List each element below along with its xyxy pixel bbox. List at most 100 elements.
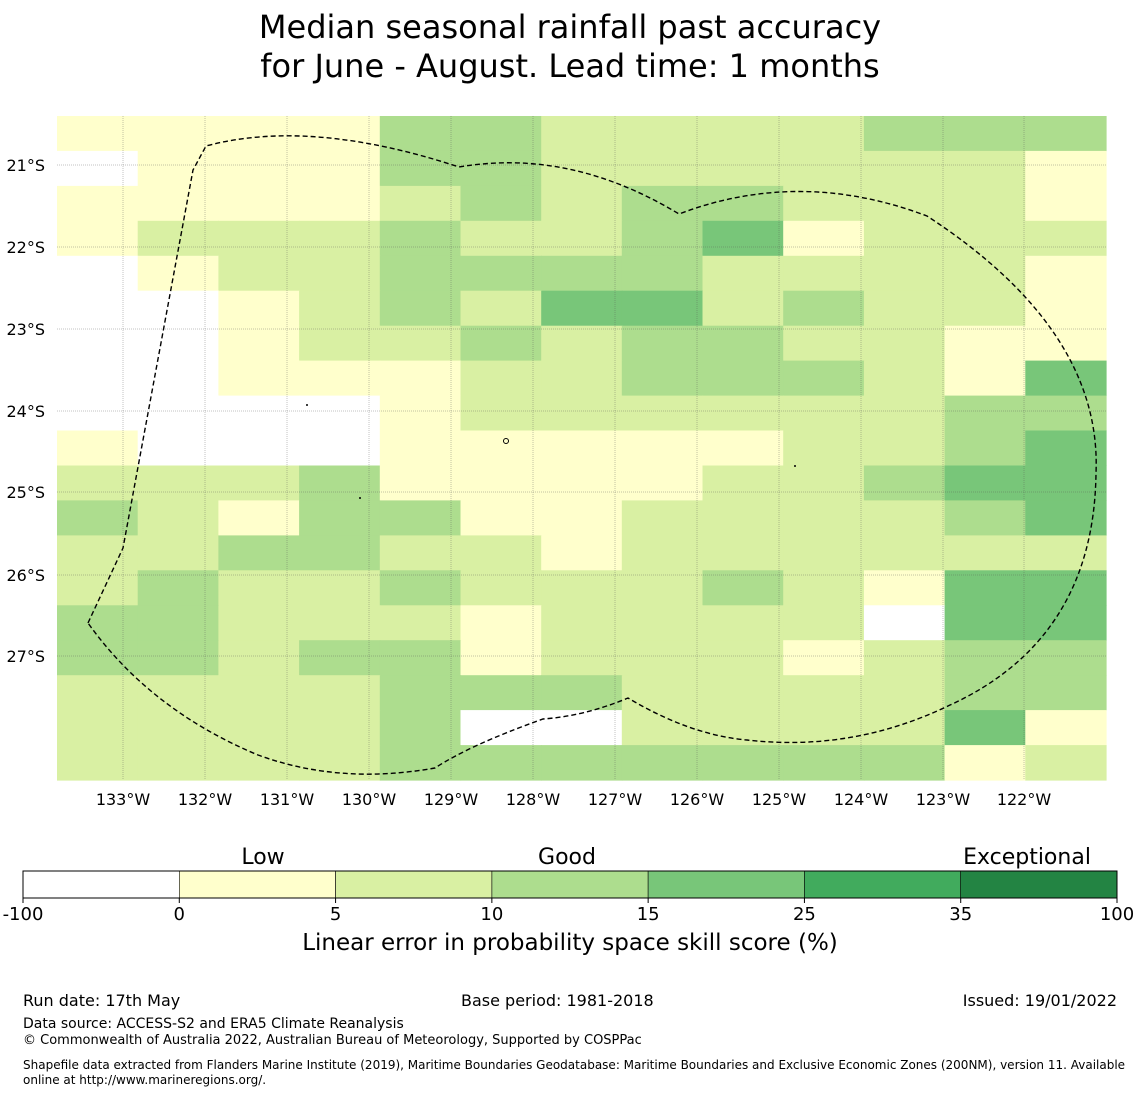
- grid-cell: [57, 500, 139, 536]
- grid-cell: [944, 570, 1026, 606]
- grid-cell: [379, 675, 462, 711]
- island-markers: [306, 404, 796, 499]
- copyright: © Commonwealth of Australia 2022, Austra…: [23, 1033, 642, 1048]
- grid-cell: [783, 395, 865, 432]
- grid-cell: [541, 710, 623, 746]
- longitude-labels: 133°W 132°W 131°W 130°W 129°W 128°W 127°W 126°W…: [96, 790, 1052, 809]
- grid-cell: [218, 430, 300, 466]
- grid-cell: [379, 395, 462, 432]
- grid-cell: [863, 150, 946, 187]
- skill-grid: [57, 116, 1107, 781]
- grid-cell: [299, 605, 381, 641]
- grid-cell: [621, 220, 704, 257]
- grid-cell: [944, 395, 1026, 432]
- grid-cell: [1025, 710, 1107, 746]
- grid-cell: [57, 710, 139, 746]
- colorbar-category-low: Low: [241, 845, 284, 870]
- grid-cell: [944, 710, 1026, 746]
- grid-cell: [137, 116, 219, 152]
- grid-cell: [460, 535, 542, 571]
- grid-cell: [944, 430, 1026, 466]
- grid-cell: [57, 290, 139, 327]
- grid-cell: [541, 570, 623, 606]
- grid-cell: [702, 395, 784, 432]
- grid-cell: [621, 185, 704, 222]
- grid-cell: [218, 220, 300, 257]
- grid-cell: [137, 500, 219, 536]
- grid-cell: [460, 675, 542, 711]
- grid-cell: [1025, 325, 1107, 362]
- grid-cell: [541, 500, 623, 536]
- grid-cell: [460, 150, 542, 187]
- shapefile-credit: Shapefile data extracted from Flanders M…: [23, 1058, 1126, 1087]
- latitude-label: 27°S: [6, 647, 45, 666]
- grid-cell: [460, 745, 542, 781]
- grid-cell: [460, 430, 542, 466]
- grid-cell: [541, 220, 623, 257]
- grid-cell: [541, 430, 623, 466]
- grid-cell: [218, 395, 300, 432]
- colorbar-segment: [22, 870, 180, 899]
- grid-cell: [702, 325, 784, 362]
- colorbar: -100 0 5 10 15 25 35 100 Low Good Exceptional: [3, 845, 1135, 925]
- grid-cell: [460, 570, 542, 606]
- grid-cell: [702, 360, 784, 397]
- grid-cell: [702, 640, 784, 676]
- grid-cell: [137, 640, 219, 676]
- grid-cell: [379, 360, 462, 397]
- grid-cell: [299, 220, 381, 257]
- grid-cell: [57, 255, 139, 292]
- grid-cell: [863, 710, 946, 746]
- grid-cell: [299, 570, 381, 606]
- grid-cell: [1025, 116, 1107, 152]
- run-date: Run date: 17th May: [23, 991, 181, 1010]
- grid-cell: [137, 535, 219, 571]
- grid-cell: [702, 675, 784, 711]
- grid-cell: [702, 605, 784, 641]
- grid-cell: [379, 500, 462, 536]
- grid-cell: [621, 605, 704, 641]
- grid-cell: [541, 185, 623, 222]
- grid-cell: [944, 150, 1026, 187]
- grid-cell: [379, 745, 462, 781]
- grid-cell: [379, 220, 462, 257]
- grid-cell: [863, 605, 946, 641]
- colorbar-tick-label: 10: [480, 904, 503, 925]
- colorbar-tick-label: 25: [793, 904, 816, 925]
- grid-cell: [379, 325, 462, 362]
- grid-cell: [57, 395, 139, 432]
- colorbar-axis-label: Linear error in probability space skill …: [302, 930, 838, 956]
- grid-cell: [541, 116, 623, 152]
- grid-cell: [541, 290, 623, 327]
- grid-cell: [621, 500, 704, 536]
- issued-date: Issued: 19/01/2022: [962, 991, 1117, 1010]
- grid-cell: [460, 290, 542, 327]
- grid-cell: [299, 325, 381, 362]
- colorbar-tick-label: 5: [330, 904, 341, 925]
- eez-boundary: [87, 135, 1097, 775]
- longitude-label: 127°W: [588, 790, 643, 809]
- grid-cell: [1025, 605, 1107, 641]
- colorbar-segment: [960, 870, 1118, 899]
- grid-cell: [944, 360, 1026, 397]
- grid-cell: [299, 465, 381, 501]
- chart-title-line-2: for June - August. Lead time: 1 months: [260, 47, 880, 85]
- grid-cell: [541, 325, 623, 362]
- grid-cell: [218, 185, 300, 222]
- grid-cell: [621, 465, 704, 501]
- grid-cell: [379, 290, 462, 327]
- grid-cell: [137, 465, 219, 501]
- grid-cell: [863, 640, 946, 676]
- grid-cell: [863, 675, 946, 711]
- grid-cell: [944, 745, 1026, 781]
- grid-cell: [541, 395, 623, 432]
- longitude-label: 130°W: [342, 790, 397, 809]
- grid-cell: [863, 220, 946, 257]
- grid-cell: [57, 535, 139, 571]
- grid-cell: [863, 535, 946, 571]
- grid-cell: [379, 255, 462, 292]
- longitude-label: 125°W: [752, 790, 807, 809]
- colorbar-segments: [22, 870, 1118, 899]
- grid-cell: [863, 570, 946, 606]
